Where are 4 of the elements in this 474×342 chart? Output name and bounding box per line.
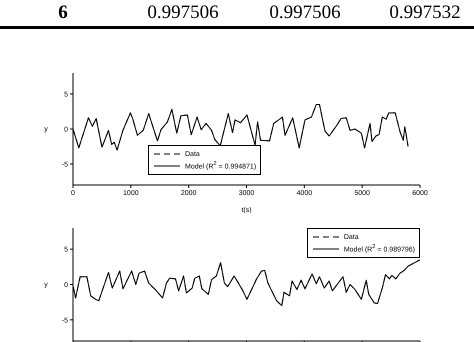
text: 6 [57,1,69,25]
text: 0.997506 [268,1,342,25]
text: 0.997532 [388,1,462,25]
text: 0.997506 [146,1,220,25]
